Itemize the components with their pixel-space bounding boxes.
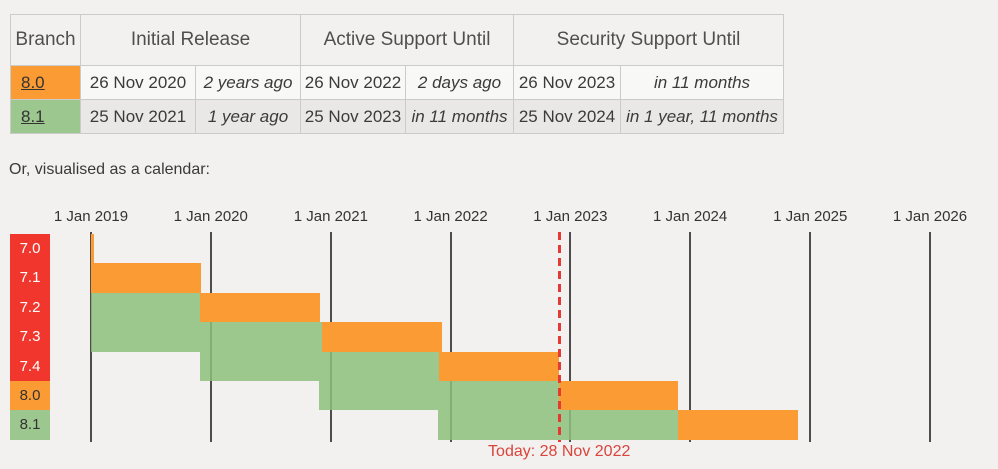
year-gridline [449, 232, 452, 442]
active-until-date: 26 Nov 2022 [300, 65, 406, 100]
branch-row-label: 8.0 [10, 381, 50, 411]
year-gridline [689, 232, 692, 442]
year-gridline [569, 232, 572, 442]
security-until-relative: in 1 year, 11 months [620, 99, 785, 134]
security-until-relative: in 11 months [620, 65, 785, 100]
initial-release-relative: 1 year ago [195, 99, 301, 134]
branch-link-8-1[interactable]: 8.1 [21, 106, 45, 126]
support-bar-security [91, 263, 201, 293]
axis-tick-label: 1 Jan 2023 [533, 208, 608, 225]
axis-tick-label: 1 Jan 2024 [653, 208, 728, 225]
initial-release-date: 26 Nov 2020 [80, 65, 196, 100]
support-bar-security [200, 292, 321, 323]
axis-tick-label: 1 Jan 2021 [293, 208, 368, 225]
branch-row-label: 7.1 [10, 263, 50, 293]
calendar-intro-text: Or, visualised as a calendar: [9, 161, 210, 178]
branch-row-label: 7.0 [10, 234, 50, 264]
support-bar-security [91, 234, 94, 264]
axis-tick-label: 1 Jan 2025 [773, 208, 848, 225]
support-bar-active [91, 292, 201, 323]
branch-row-label: 7.4 [10, 351, 50, 381]
active-until-relative: in 11 months [404, 99, 515, 134]
support-bar-security [322, 322, 443, 352]
support-bar-security [678, 410, 799, 440]
support-bar-active [199, 351, 440, 381]
axis-tick-label: 1 Jan 2022 [413, 208, 488, 225]
support-bar-security [558, 381, 679, 411]
today-label: Today: 28 Nov 2022 [488, 443, 631, 460]
initial-release-relative: 2 years ago [195, 65, 301, 100]
header-initial-release: Initial Release [80, 14, 301, 66]
initial-release-date: 25 Nov 2021 [80, 99, 196, 134]
branch-row-label: 7.3 [10, 322, 50, 352]
axis-tick-label: 1 Jan 2026 [892, 208, 968, 225]
support-bar-security [439, 351, 560, 381]
today-line [557, 232, 561, 442]
table-row: 8.0 26 Nov 2020 2 years ago 26 Nov 2022 … [10, 65, 785, 100]
branch-cell-8-1: 8.1 [10, 99, 81, 134]
branch-link-8-0[interactable]: 8.0 [21, 72, 45, 92]
axis-tick-label: 1 Jan 2020 [173, 208, 248, 225]
branch-row-label: 8.1 [10, 410, 50, 440]
header-security-support: Security Support Until [513, 14, 785, 66]
year-gridline [929, 232, 931, 442]
branch-cell-8-0: 8.0 [10, 65, 81, 100]
header-branch: Branch [10, 14, 81, 66]
support-bar-active [91, 322, 323, 352]
support-table: Branch Initial Release Active Support Un… [10, 14, 785, 134]
branch-row-label: 7.2 [10, 292, 50, 323]
security-until-date: 25 Nov 2024 [513, 99, 622, 134]
year-gridline [809, 232, 812, 442]
axis-tick-label: 1 Jan 2019 [53, 208, 129, 225]
active-until-date: 25 Nov 2023 [300, 99, 406, 134]
table-row: 8.1 25 Nov 2021 1 year ago 25 Nov 2023 i… [10, 99, 785, 134]
table-header-row: Branch Initial Release Active Support Un… [10, 14, 785, 66]
security-until-date: 26 Nov 2023 [513, 65, 622, 100]
support-bar-active [319, 381, 559, 411]
active-until-relative: 2 days ago [404, 65, 515, 100]
